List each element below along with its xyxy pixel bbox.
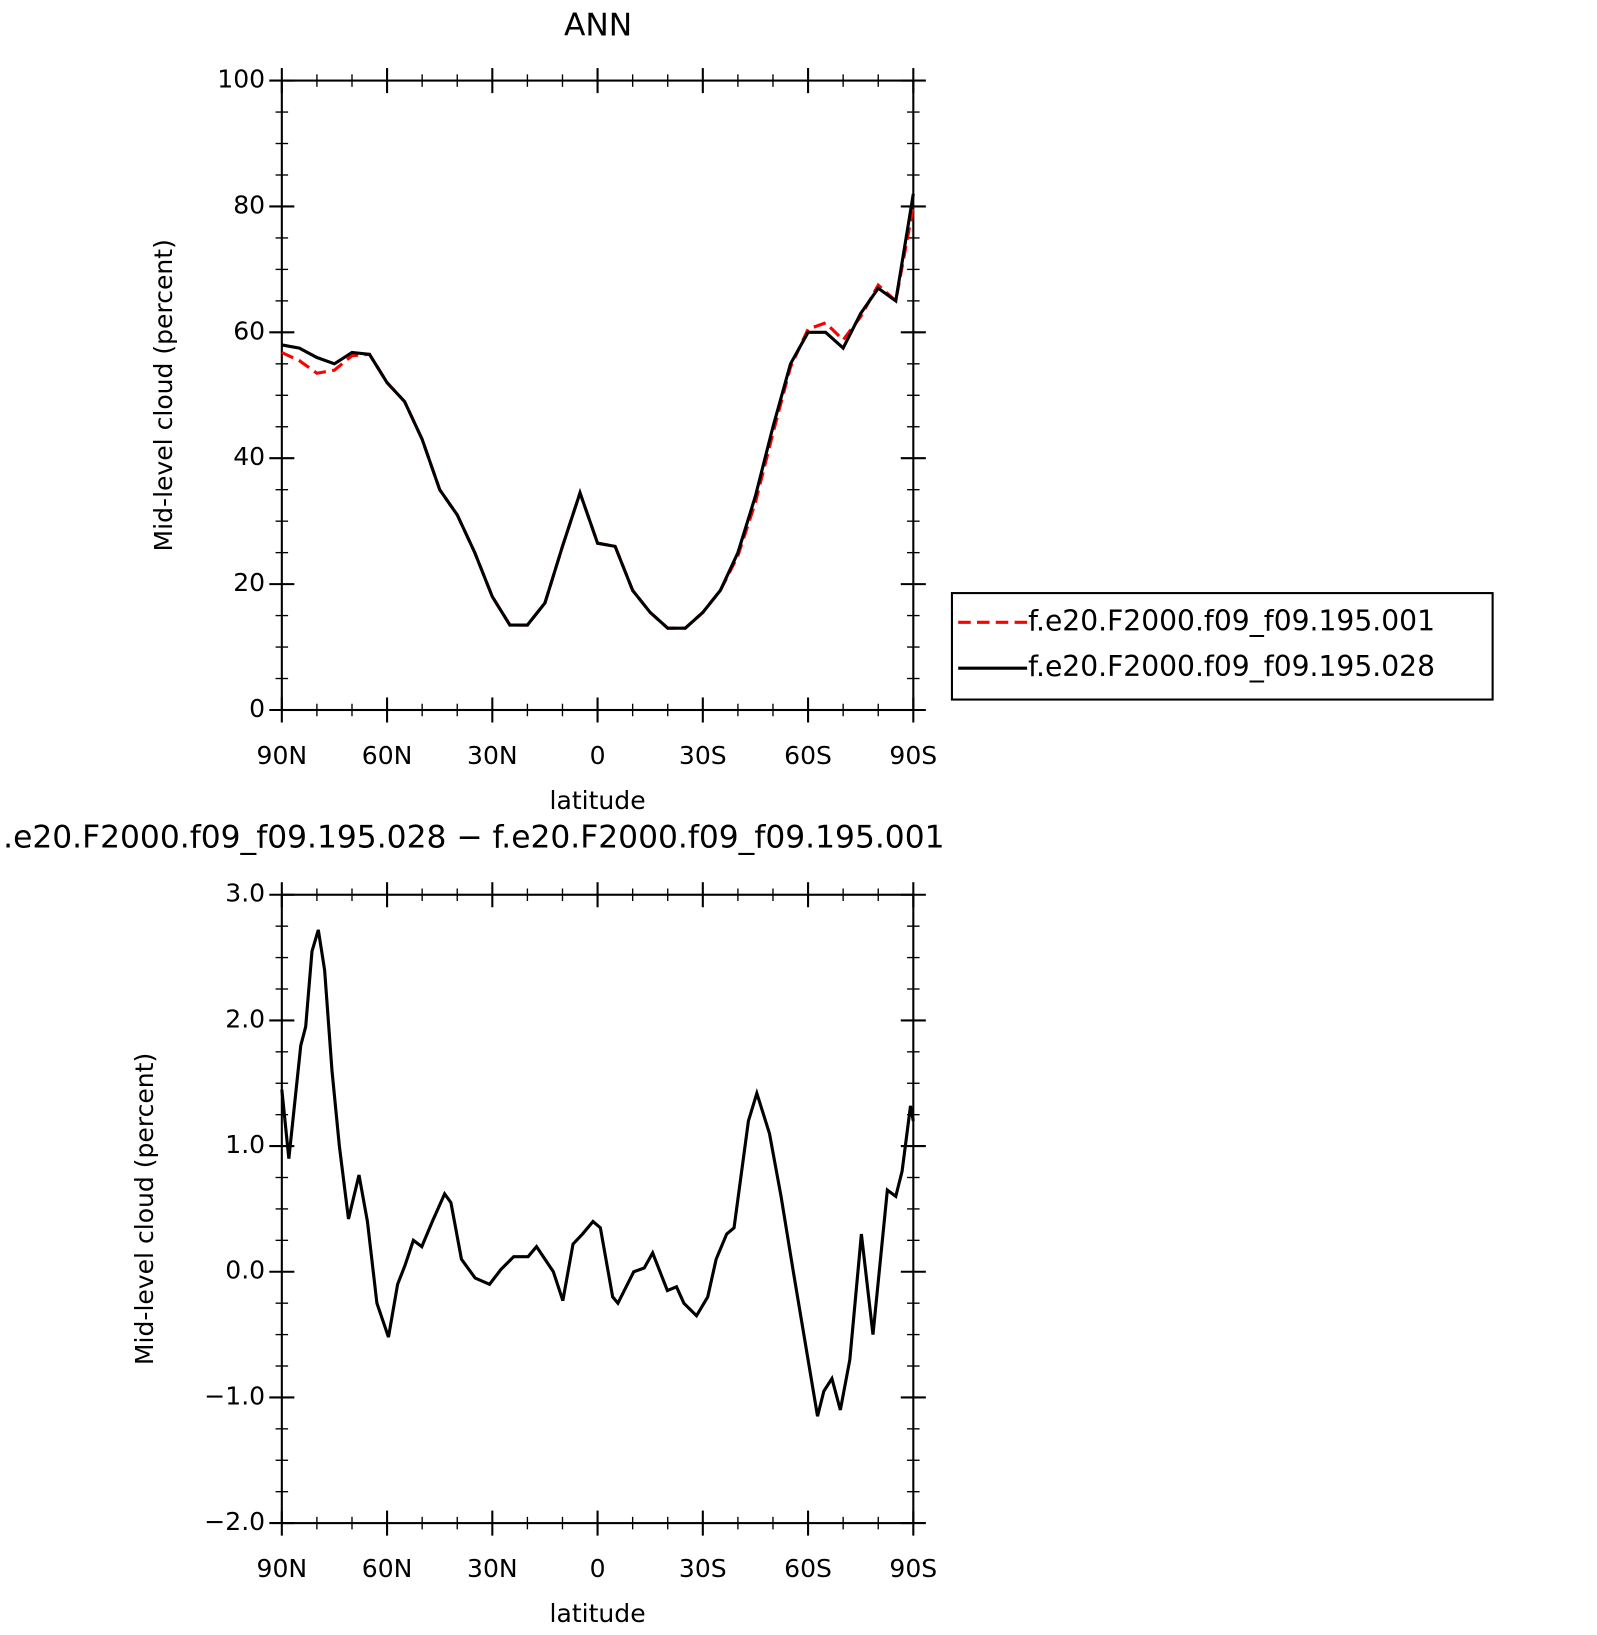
y-tick-label: 100 xyxy=(217,65,265,94)
x-tick-label: 60N xyxy=(362,741,413,770)
x-tick-label: 30S xyxy=(679,741,727,770)
y-axis-label: Mid-level cloud (percent) xyxy=(149,239,178,551)
chart-title: ANN xyxy=(564,7,632,43)
y-tick-label: 80 xyxy=(233,190,265,219)
x-tick-label: 60S xyxy=(784,1554,832,1583)
x-tick-label: 0 xyxy=(590,741,606,770)
y-tick-label: 1.0 xyxy=(225,1130,265,1159)
y-axis-label: Mid-level cloud (percent) xyxy=(130,1053,159,1365)
y-tick-label: 40 xyxy=(233,442,265,471)
x-tick-label: 30S xyxy=(679,1554,727,1583)
legend-box xyxy=(950,592,1494,701)
chart-title: .e20.F2000.f09_f09.195.028 − f.e20.F2000… xyxy=(3,819,944,855)
x-tick-label: 0 xyxy=(590,1554,606,1583)
x-tick-label: 60N xyxy=(362,1554,413,1583)
y-tick-label: 0.0 xyxy=(225,1256,265,1285)
plot-frame xyxy=(280,893,915,1525)
x-tick-label: 30N xyxy=(467,741,518,770)
y-tick-label: −1.0 xyxy=(204,1381,265,1410)
y-tick-label: 2.0 xyxy=(225,1004,265,1033)
data-line xyxy=(281,193,915,630)
x-tick-label: 60S xyxy=(784,741,832,770)
x-tick-label: 90S xyxy=(889,1554,937,1583)
y-tick-label: 60 xyxy=(233,316,265,345)
y-tick-label: −2.0 xyxy=(204,1507,265,1536)
legend-label: f.e20.F2000.f09_f09.195.028 xyxy=(1028,650,1435,683)
y-tick-label: 0 xyxy=(249,694,265,723)
y-tick-label: 3.0 xyxy=(225,879,265,908)
x-tick-label: 30N xyxy=(467,1554,518,1583)
x-tick-label: 90N xyxy=(257,1554,308,1583)
x-axis-label: latitude xyxy=(550,786,646,815)
data-line xyxy=(281,206,915,630)
legend-label: f.e20.F2000.f09_f09.195.001 xyxy=(1028,604,1435,637)
x-axis-label: latitude xyxy=(550,1599,646,1628)
y-tick-label: 20 xyxy=(233,568,265,597)
x-tick-label: 90S xyxy=(889,741,937,770)
plot-frame xyxy=(280,79,915,712)
data-line xyxy=(280,929,915,1417)
x-tick-label: 90N xyxy=(257,741,308,770)
